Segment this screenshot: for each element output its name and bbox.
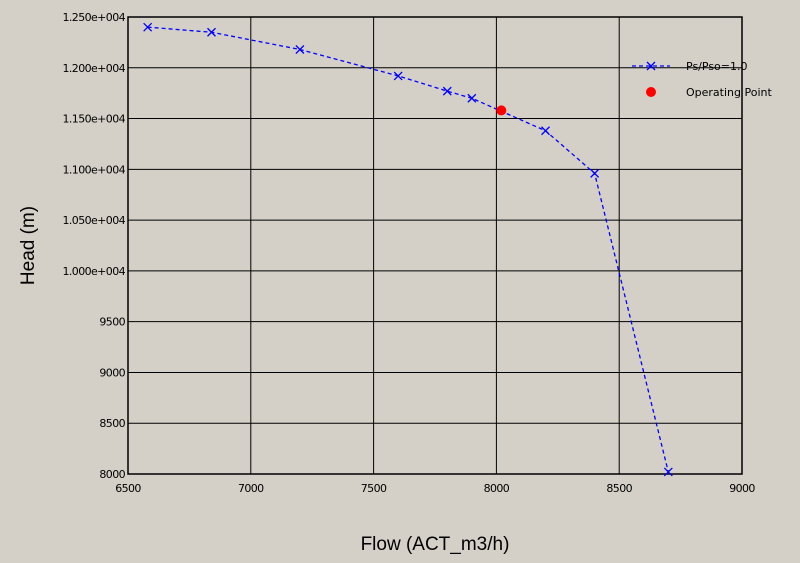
operating-point-marker bbox=[496, 105, 507, 116]
y-tick-label: 1.200e+004 bbox=[63, 62, 126, 75]
x-axis-title: Flow (ACT_m3/h) bbox=[361, 534, 510, 555]
grid-lines bbox=[127, 16, 743, 475]
x-marker-stroke bbox=[393, 71, 403, 81]
y-tick-label: 1.100e+004 bbox=[63, 163, 126, 176]
x-marker-stroke bbox=[207, 27, 216, 37]
legend: Ps/Pso=1.0 Operating Point bbox=[632, 60, 772, 99]
x-axis-ticks: 6500 7000 7500 8000 8500 9000 bbox=[115, 482, 756, 495]
legend-dot-swatch bbox=[646, 87, 656, 97]
legend-label: Ps/Pso=1.0 bbox=[686, 60, 748, 73]
y-tick-label: 1.050e+004 bbox=[63, 214, 126, 227]
x-marker-point bbox=[207, 27, 216, 37]
x-tick-label: 7000 bbox=[238, 482, 264, 495]
y-tick-label: 9000 bbox=[99, 366, 125, 379]
y-axis-title: Head (m) bbox=[18, 206, 39, 285]
x-tick-label: 8500 bbox=[606, 482, 632, 495]
y-tick-label: 8500 bbox=[99, 417, 125, 430]
y-tick-label: 1.000e+004 bbox=[63, 265, 126, 278]
x-tick-label: 7500 bbox=[361, 482, 387, 495]
legend-label: Operating Point bbox=[686, 86, 772, 99]
x-marker-point bbox=[143, 22, 153, 32]
x-tick-label: 9000 bbox=[729, 482, 755, 495]
legend-x-marker bbox=[646, 61, 656, 71]
y-tick-label: 1.150e+004 bbox=[63, 113, 126, 126]
x-marker-point bbox=[541, 126, 550, 136]
x-marker-stroke bbox=[663, 467, 673, 477]
x-marker-point bbox=[393, 71, 403, 81]
series-layer bbox=[143, 22, 673, 477]
x-marker-point bbox=[467, 93, 477, 103]
x-tick-label: 6500 bbox=[115, 482, 141, 495]
y-axis-ticks: 8000 8500 9000 9500 1.000e+004 1.050e+004 1.10… bbox=[63, 11, 127, 481]
x-marker-point bbox=[663, 467, 673, 477]
x-marker-stroke bbox=[143, 22, 153, 32]
x-marker-stroke bbox=[467, 93, 477, 103]
x-tick-label: 8000 bbox=[484, 482, 510, 495]
y-tick-label: 1.250e+004 bbox=[63, 11, 126, 24]
x-marker-stroke bbox=[442, 86, 452, 96]
x-marker-stroke bbox=[590, 168, 600, 178]
y-tick-label: 9500 bbox=[99, 316, 125, 329]
series-line-0 bbox=[147, 26, 669, 473]
x-marker-point bbox=[295, 45, 305, 54]
y-tick-label: 8000 bbox=[99, 468, 125, 481]
plot-frame bbox=[127, 16, 743, 475]
x-marker-stroke bbox=[541, 126, 550, 136]
x-marker-stroke bbox=[646, 61, 656, 71]
x-marker-stroke bbox=[295, 45, 305, 54]
x-marker-point bbox=[590, 168, 600, 178]
x-marker-point bbox=[442, 86, 452, 96]
